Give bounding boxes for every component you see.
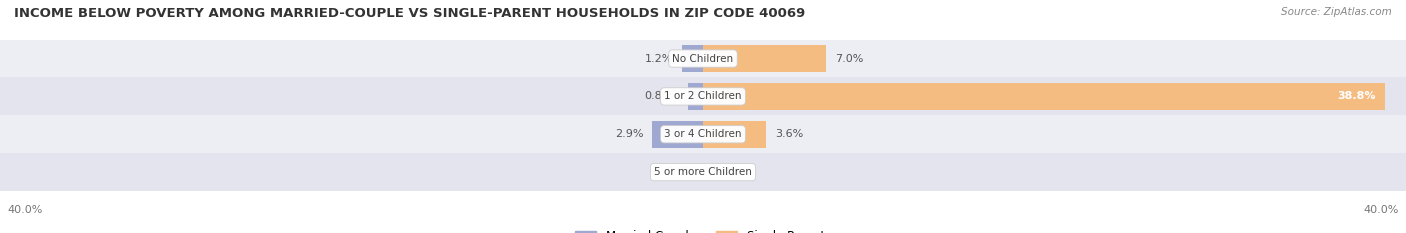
Bar: [703, 121, 766, 148]
Text: 2.9%: 2.9%: [614, 129, 644, 139]
Bar: [0, 153, 1406, 191]
Text: 0.0%: 0.0%: [711, 167, 740, 177]
Bar: [689, 83, 703, 110]
Text: 7.0%: 7.0%: [835, 54, 863, 64]
Text: 3.6%: 3.6%: [775, 129, 803, 139]
Text: 0.0%: 0.0%: [666, 167, 695, 177]
Text: 40.0%: 40.0%: [1364, 205, 1399, 215]
Bar: [682, 45, 703, 72]
Text: 5 or more Children: 5 or more Children: [654, 167, 752, 177]
Text: 0.84%: 0.84%: [644, 91, 679, 101]
Text: 40.0%: 40.0%: [7, 205, 42, 215]
Text: 1.2%: 1.2%: [645, 54, 673, 64]
Text: 1 or 2 Children: 1 or 2 Children: [664, 91, 742, 101]
Bar: [0, 77, 1406, 115]
Bar: [703, 45, 827, 72]
Text: 38.8%: 38.8%: [1337, 91, 1376, 101]
Text: Source: ZipAtlas.com: Source: ZipAtlas.com: [1281, 7, 1392, 17]
Bar: [0, 115, 1406, 153]
Text: INCOME BELOW POVERTY AMONG MARRIED-COUPLE VS SINGLE-PARENT HOUSEHOLDS IN ZIP COD: INCOME BELOW POVERTY AMONG MARRIED-COUPL…: [14, 7, 806, 20]
Bar: [652, 121, 703, 148]
Legend: Married Couples, Single Parents: Married Couples, Single Parents: [575, 230, 831, 233]
Text: 3 or 4 Children: 3 or 4 Children: [664, 129, 742, 139]
Text: No Children: No Children: [672, 54, 734, 64]
Bar: [0, 40, 1406, 77]
Bar: [703, 83, 1385, 110]
